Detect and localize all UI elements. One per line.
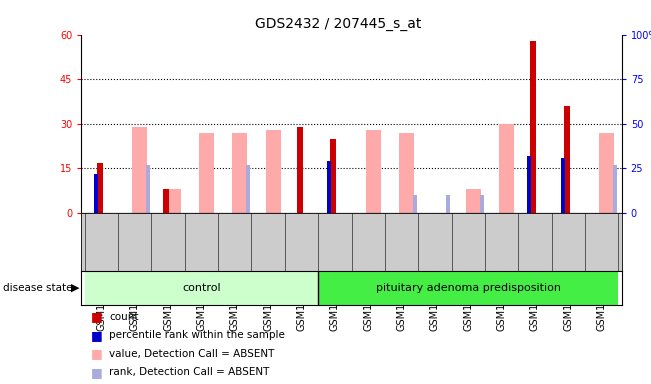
Bar bbox=[199, 133, 214, 213]
Bar bbox=[97, 162, 103, 213]
Bar bbox=[330, 139, 336, 213]
Bar bbox=[297, 127, 303, 213]
Bar bbox=[327, 161, 331, 213]
Bar bbox=[146, 165, 150, 213]
Bar bbox=[163, 189, 169, 213]
Bar bbox=[499, 124, 514, 213]
Bar bbox=[232, 133, 247, 213]
Bar bbox=[465, 189, 481, 213]
Text: ■: ■ bbox=[91, 347, 103, 360]
Text: GDS2432 / 207445_s_at: GDS2432 / 207445_s_at bbox=[255, 17, 422, 31]
Bar bbox=[447, 195, 450, 213]
Bar bbox=[613, 165, 617, 213]
Bar bbox=[366, 130, 381, 213]
Text: disease state: disease state bbox=[3, 283, 73, 293]
Text: ■: ■ bbox=[91, 310, 103, 323]
Bar bbox=[399, 133, 414, 213]
Bar bbox=[564, 106, 570, 213]
Bar bbox=[561, 158, 564, 213]
Bar bbox=[318, 271, 618, 305]
Bar bbox=[94, 174, 98, 213]
Bar bbox=[480, 195, 484, 213]
Bar bbox=[85, 271, 318, 305]
Bar bbox=[413, 195, 417, 213]
Bar bbox=[165, 189, 180, 213]
Text: ■: ■ bbox=[91, 366, 103, 379]
Text: rank, Detection Call = ABSENT: rank, Detection Call = ABSENT bbox=[109, 367, 270, 377]
Text: percentile rank within the sample: percentile rank within the sample bbox=[109, 330, 285, 340]
Text: ■: ■ bbox=[91, 329, 103, 342]
Bar bbox=[527, 156, 531, 213]
Bar bbox=[266, 130, 281, 213]
Text: ▶: ▶ bbox=[70, 283, 79, 293]
Text: control: control bbox=[182, 283, 221, 293]
Text: pituitary adenoma predisposition: pituitary adenoma predisposition bbox=[376, 283, 561, 293]
Bar bbox=[246, 165, 250, 213]
Text: value, Detection Call = ABSENT: value, Detection Call = ABSENT bbox=[109, 349, 275, 359]
Bar bbox=[599, 133, 614, 213]
Bar bbox=[132, 127, 147, 213]
Text: count: count bbox=[109, 312, 139, 322]
Bar bbox=[531, 41, 536, 213]
